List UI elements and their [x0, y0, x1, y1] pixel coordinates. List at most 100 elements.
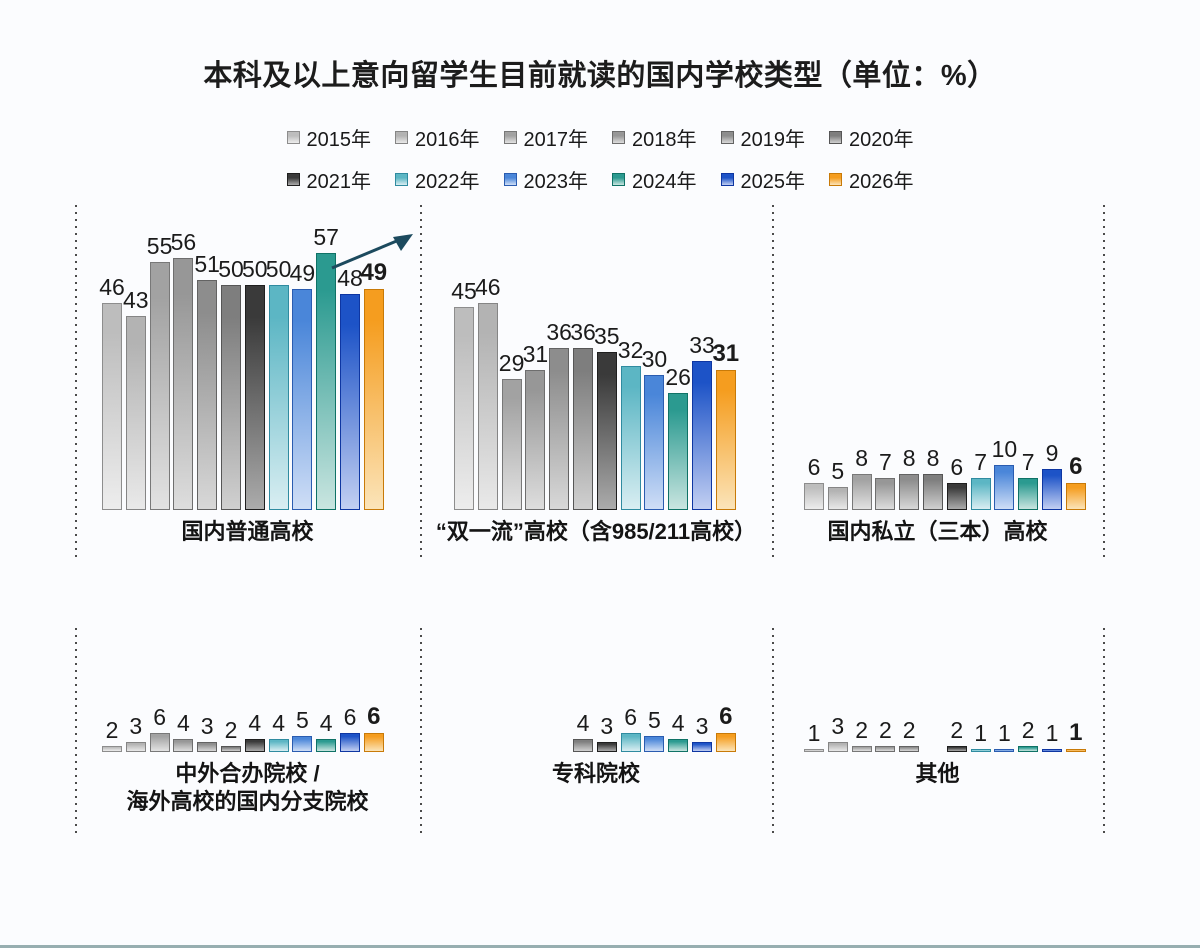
group-other: 1 3 2 2 2 2 1 1 2 1 1 其他	[772, 628, 1103, 833]
bar-value-label: 29	[498, 350, 525, 376]
bar-2021年	[244, 739, 265, 752]
bar-value-label: 4	[272, 710, 285, 736]
legend-label: 2017年	[523, 129, 589, 151]
bar-value-label: 2	[105, 717, 119, 743]
bar-2020年	[221, 746, 241, 752]
dotted-separator	[420, 628, 422, 833]
legend-label: 2025年	[740, 171, 806, 193]
bar-value-label: 6	[624, 704, 637, 730]
bar-value-label: 1	[1045, 720, 1059, 746]
legend-item: 2025年	[720, 165, 806, 194]
legend-swatch-icon	[395, 173, 408, 186]
bar-2015年	[102, 303, 122, 510]
bar-2018年	[173, 739, 194, 752]
bar-value-label: 10	[991, 436, 1018, 462]
bar-value-label: 1	[974, 720, 987, 746]
dotted-separator	[772, 628, 774, 833]
bar-value-label: 57	[313, 224, 339, 250]
bar-value-label: 50	[218, 256, 244, 282]
bar-2024年	[668, 739, 689, 752]
legend-label: 2016年	[415, 129, 480, 151]
bar-2017年	[851, 746, 872, 752]
bar-value-label: 1	[997, 720, 1011, 746]
bar-value-label: 9	[1045, 440, 1059, 466]
legend-item: 2017年	[503, 123, 589, 152]
bar-2026年	[363, 733, 384, 752]
bar-value-label: 55	[146, 233, 173, 259]
bar-2020年	[573, 739, 593, 752]
bar-2017年	[149, 733, 170, 752]
group-label: 中外合办院校 /	[175, 761, 320, 786]
legend-item: 2018年	[612, 123, 697, 152]
bar-value-label: 8	[926, 445, 940, 471]
trend-arrow-icon	[331, 234, 413, 270]
bar-2019年	[197, 742, 218, 752]
bar-2023年	[644, 736, 665, 752]
bar-2020年	[573, 348, 593, 510]
bar-value-label: 48	[337, 265, 363, 291]
bar-value-label: 4	[576, 710, 590, 736]
bar-value-label: 31	[522, 341, 549, 367]
dotted-separator	[75, 628, 77, 833]
bar-2023年	[292, 289, 313, 510]
bar-value-label: 6	[153, 704, 166, 730]
bar-2019年	[899, 746, 920, 752]
bar-value-label: 3	[200, 713, 214, 739]
legend-swatch-icon	[286, 173, 300, 186]
bar-value-label: 2	[1021, 717, 1035, 743]
bar-2025年	[1042, 469, 1062, 510]
legend-label: 2021年	[306, 171, 372, 193]
bar-value-label: 36	[570, 319, 596, 345]
bar-2024年	[1018, 478, 1039, 510]
bar-value-label: 2	[902, 717, 916, 743]
bar-value-label: 43	[123, 287, 149, 313]
bar-value-label: 31	[712, 340, 740, 367]
legend-swatch-icon	[829, 131, 842, 144]
bar-2023年	[994, 749, 1015, 752]
bar-value-label: 8	[855, 445, 868, 471]
bar-value-label: 5	[831, 458, 845, 484]
bar-value-label: 3	[600, 713, 614, 739]
bar-value-label: 6	[719, 703, 733, 730]
legend-swatch-icon	[503, 173, 517, 186]
legend-swatch-icon	[829, 173, 842, 186]
bar-2021年	[596, 742, 617, 752]
group-label: 国内普通高校	[181, 519, 314, 544]
bar-2016年	[827, 487, 848, 510]
bar-2020年	[923, 474, 943, 510]
bar-value-label: 5	[647, 707, 661, 733]
bar-2016年	[827, 742, 848, 752]
bar-2015年	[804, 749, 824, 752]
bar-value-label: 32	[617, 337, 644, 363]
legend-row-2: 2021年 2022年 2023年 2024年 2025年 2026年	[0, 165, 1200, 194]
bar-2024年	[316, 739, 337, 752]
bar-2024年	[316, 253, 337, 510]
bar-value-label: 4	[248, 710, 262, 736]
group-label: 其他	[915, 761, 960, 786]
bar-value-label: 36	[546, 319, 572, 345]
bar-value-label: 6	[807, 454, 821, 480]
bar-2021年	[244, 285, 265, 510]
legend-label: 2023年	[523, 171, 589, 193]
bar-value-label: 46	[475, 274, 501, 300]
group-label: “双一流”高校（含985/211高校）	[435, 519, 757, 544]
legend-label: 2024年	[632, 171, 697, 193]
legend-item: 2019年	[720, 123, 805, 152]
bar-2026年	[1065, 483, 1086, 510]
group-vocational: 4 3 6 5 4 3 6 专科院校	[420, 628, 772, 833]
bar-value-label: 1	[807, 720, 821, 746]
legend-swatch-icon	[395, 131, 408, 144]
legend-item: 2015年	[286, 123, 371, 152]
bar-value-label: 30	[641, 346, 668, 372]
bar-2018年	[525, 370, 546, 510]
legend-swatch-icon	[286, 131, 300, 144]
bar-2023年	[292, 736, 313, 752]
legend-swatch-icon	[612, 131, 625, 144]
legend-label: 2022年	[415, 171, 480, 193]
bar-value-label: 1	[1069, 719, 1083, 746]
bar-value-label: 2	[224, 717, 238, 743]
legend-item: 2023年	[503, 165, 589, 194]
bar-value-label: 6	[367, 703, 381, 730]
legend-swatch-icon	[503, 131, 517, 144]
